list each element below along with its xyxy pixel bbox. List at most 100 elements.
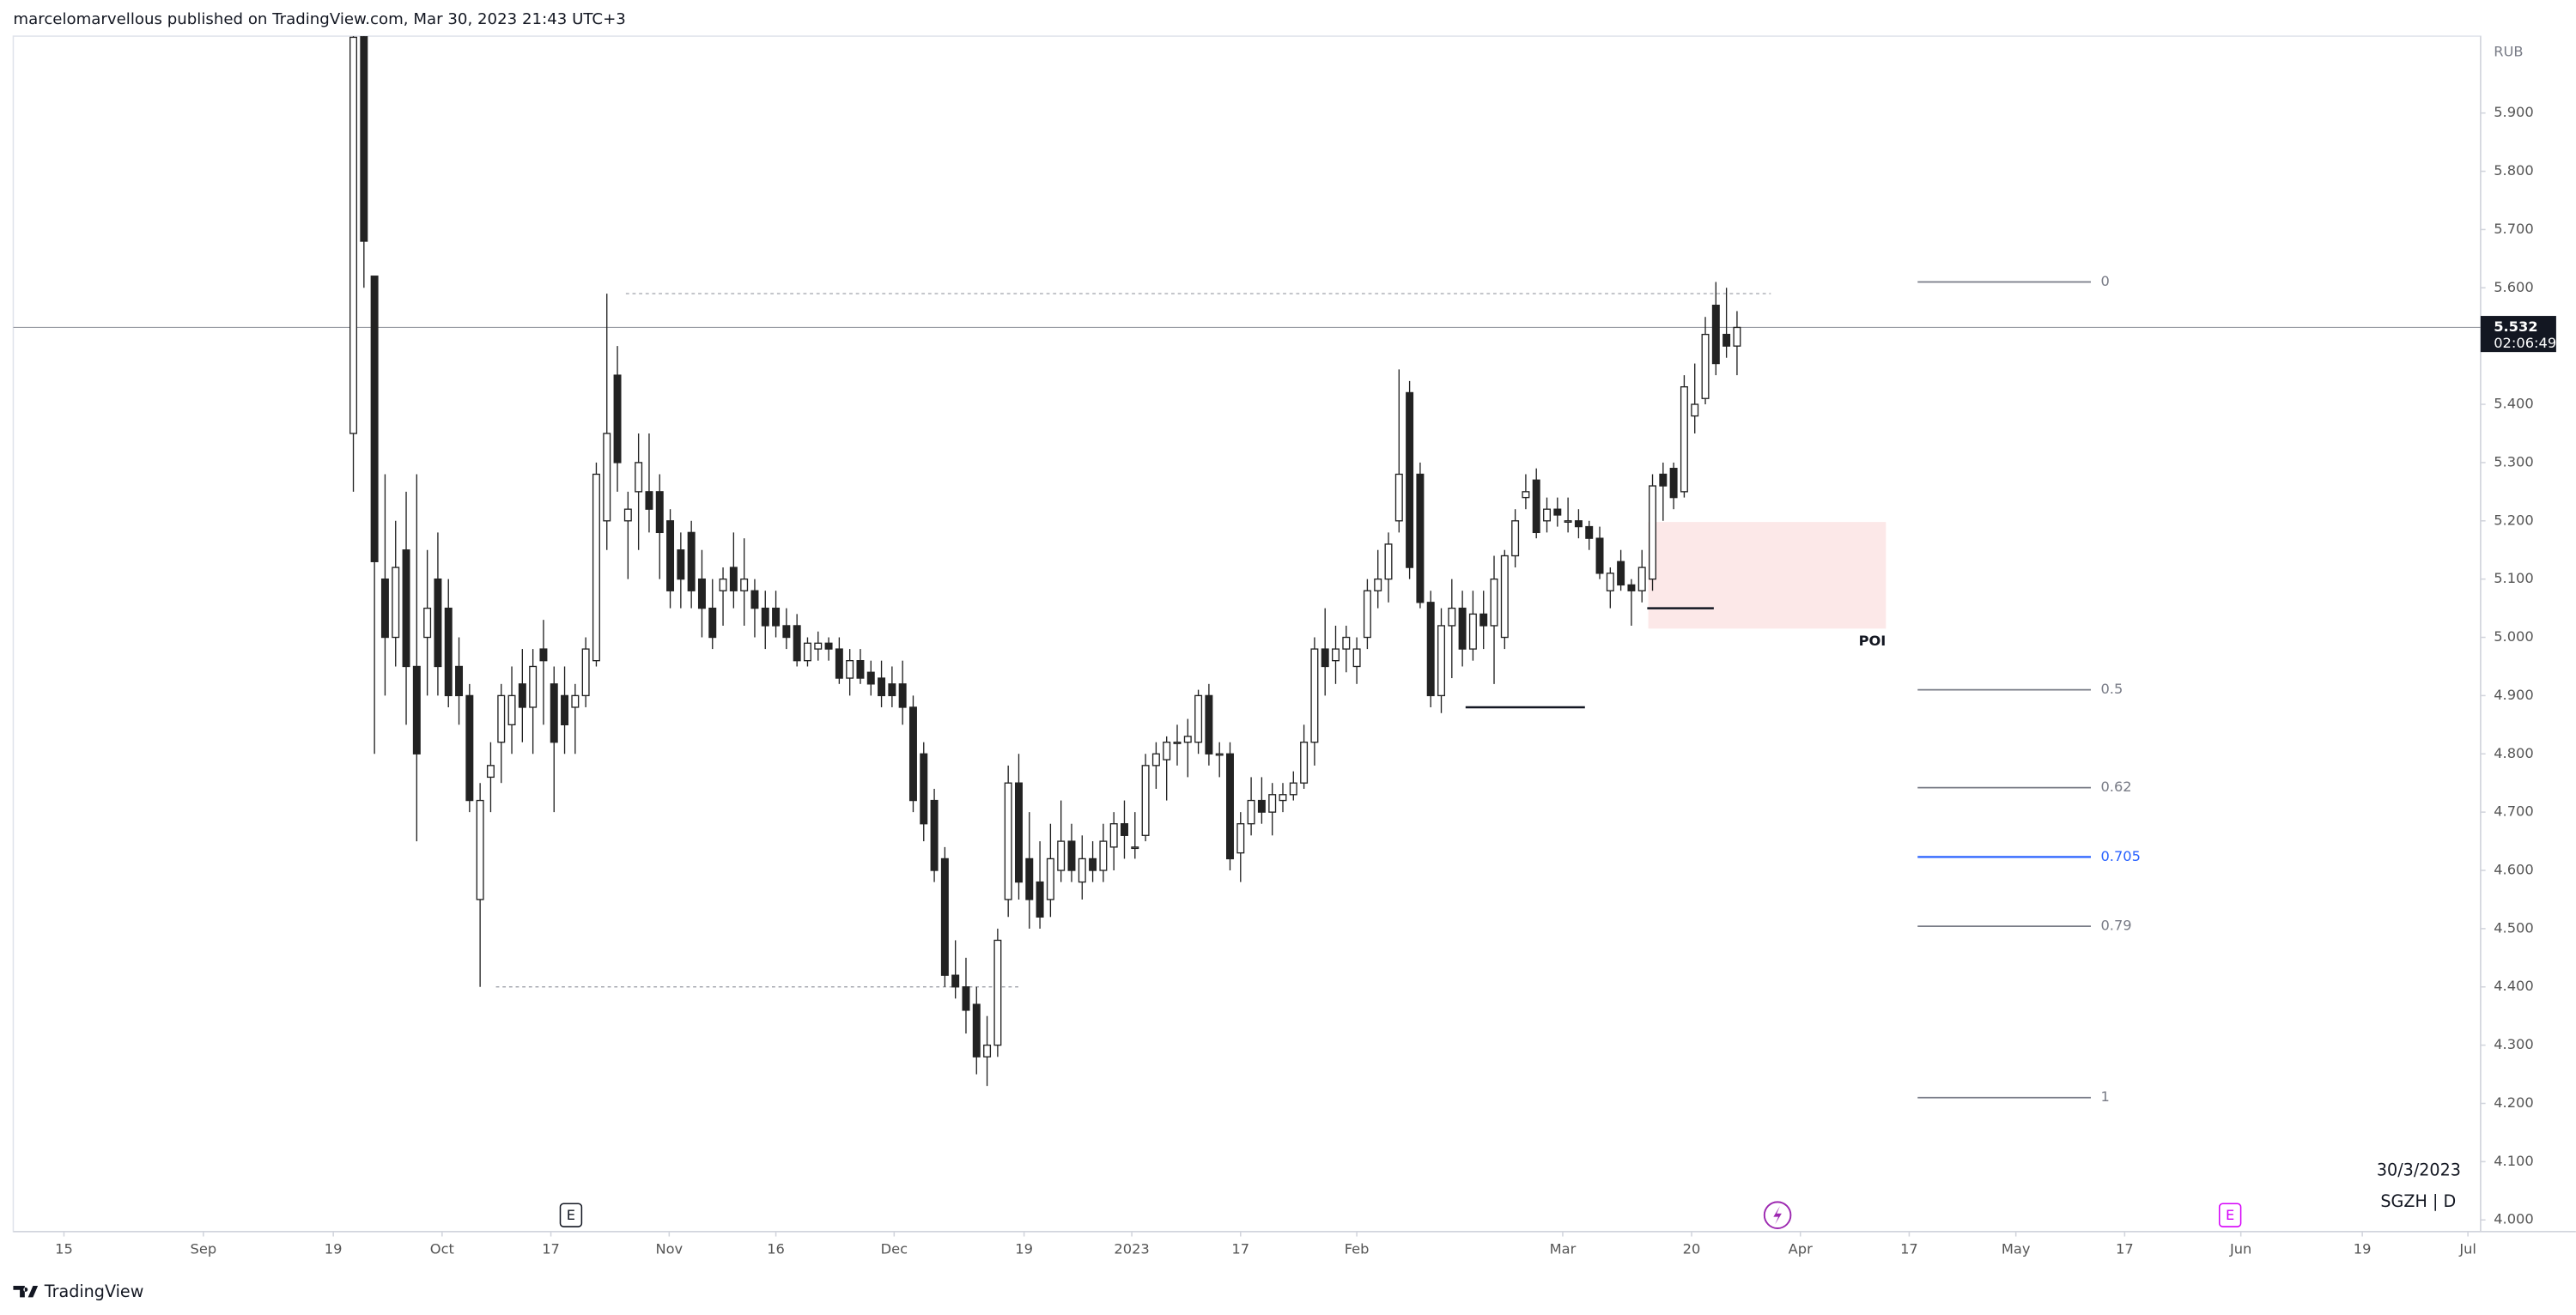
candle-body [888, 683, 896, 697]
candle-body [613, 374, 622, 464]
candle-body [677, 549, 685, 580]
x-tick-label: 19 [1015, 1240, 1033, 1257]
event-box [559, 1203, 583, 1227]
x-tick-label: 17 [1900, 1240, 1918, 1257]
date-label: 30/3/2023 [2377, 1160, 2461, 1180]
candle-body [1247, 799, 1255, 825]
event-marker: E [2218, 1203, 2242, 1227]
candle-body [687, 531, 696, 591]
y-tick-label: 4.000 [2494, 1211, 2534, 1227]
candle-body [1236, 823, 1245, 854]
candle-body [898, 683, 907, 708]
candle-body [655, 491, 664, 534]
candle-body [507, 694, 516, 726]
logo-mark [13, 1285, 39, 1298]
candle-body [1099, 840, 1108, 871]
fib-label: 0.705 [2100, 848, 2141, 864]
x-tick-label: 20 [1683, 1240, 1701, 1257]
candle-body [1257, 799, 1266, 813]
candle-body [434, 578, 442, 668]
candle-body [1226, 753, 1234, 860]
candle-body [423, 607, 432, 639]
candle-body [835, 648, 843, 679]
candle-body [750, 590, 759, 609]
dividend-icon[interactable] [1763, 1201, 1792, 1229]
candle-body [1131, 846, 1139, 850]
fib-label: 1 [2100, 1088, 2109, 1105]
candle-body [571, 694, 580, 708]
candle-body [1163, 742, 1171, 761]
candle-body [561, 694, 569, 726]
candle-body [360, 36, 368, 242]
candle-body [856, 660, 865, 679]
candle-body [1004, 782, 1012, 900]
candle-body [846, 660, 854, 679]
candle-body [740, 578, 749, 591]
candle-body [878, 677, 886, 697]
candle-body [1384, 543, 1393, 580]
plot-area: POI 0 0.5 0.62 0.705 0.79 1 [13, 36, 2481, 1105]
candle-body [1585, 525, 1594, 539]
candle-body [380, 578, 389, 639]
candle-body [1300, 742, 1309, 784]
y-tick-label: 4.100 [2494, 1153, 2534, 1169]
candle-body [1500, 554, 1509, 639]
candle-body [539, 648, 548, 662]
icon-bolt [1773, 1206, 1782, 1225]
price-tag-label: 5.532 [2494, 318, 2537, 335]
x-tick-label: Dec [881, 1240, 908, 1257]
candle-body [972, 1003, 981, 1057]
y-tick-label: 4.400 [2494, 978, 2534, 994]
event-box [2218, 1203, 2242, 1227]
x-tick-label: Oct [430, 1240, 454, 1257]
candle-body [1173, 742, 1182, 744]
candle-body [1310, 648, 1319, 743]
candle-body [1511, 520, 1520, 557]
y-tick-label: 5.900 [2494, 104, 2534, 120]
x-tick-label: 19 [2354, 1240, 2372, 1257]
poi-label: POI [1859, 633, 1886, 649]
logo: TradingView [13, 1282, 143, 1301]
header: marcelomarvellous published on TradingVi… [13, 10, 625, 28]
event-marker: E [559, 1203, 583, 1227]
y-tick-label: 5.300 [2494, 453, 2534, 470]
candle-body [983, 1044, 992, 1057]
y-tick-label: 4.600 [2494, 862, 2534, 878]
x-tick-label: Apr [1789, 1240, 1813, 1257]
candle-body [370, 276, 379, 562]
candle-body [666, 520, 675, 591]
candle-body [1046, 857, 1054, 900]
candle-body [761, 607, 769, 627]
candle-body [1543, 508, 1551, 522]
candle-body [729, 567, 738, 591]
currency-label: RUB [2494, 44, 2523, 60]
candle-body [592, 473, 600, 662]
y-tick-label: 4.900 [2494, 687, 2534, 703]
y-tick-label: 4.800 [2494, 745, 2534, 761]
event-label[interactable]: E [567, 1207, 575, 1223]
x-tick-label: Mar [1550, 1240, 1577, 1257]
candle-body [550, 683, 558, 743]
y-tick-label: 4.300 [2494, 1036, 2534, 1052]
candle-body [1205, 694, 1213, 754]
x-tick-label: Sep [191, 1240, 217, 1257]
candle-body [1691, 403, 1699, 417]
candle-body [1394, 473, 1403, 522]
candle-body [1352, 648, 1361, 668]
candle-body [993, 939, 1002, 1046]
y-tick-label: 5.200 [2494, 512, 2534, 528]
fib-label: 0 [2100, 273, 2109, 289]
candle-body [1553, 508, 1562, 516]
countdown-label: 02:06:49 [2494, 335, 2556, 351]
candle-body [803, 642, 811, 662]
candle-body [1458, 607, 1467, 650]
candle-body [1627, 584, 1636, 591]
symbol-label: SGZH | D [2380, 1191, 2456, 1211]
candle-body [782, 625, 791, 639]
candle-body [603, 433, 611, 522]
event-label[interactable]: E [2226, 1207, 2234, 1223]
x-tick-label: May [2002, 1240, 2031, 1257]
